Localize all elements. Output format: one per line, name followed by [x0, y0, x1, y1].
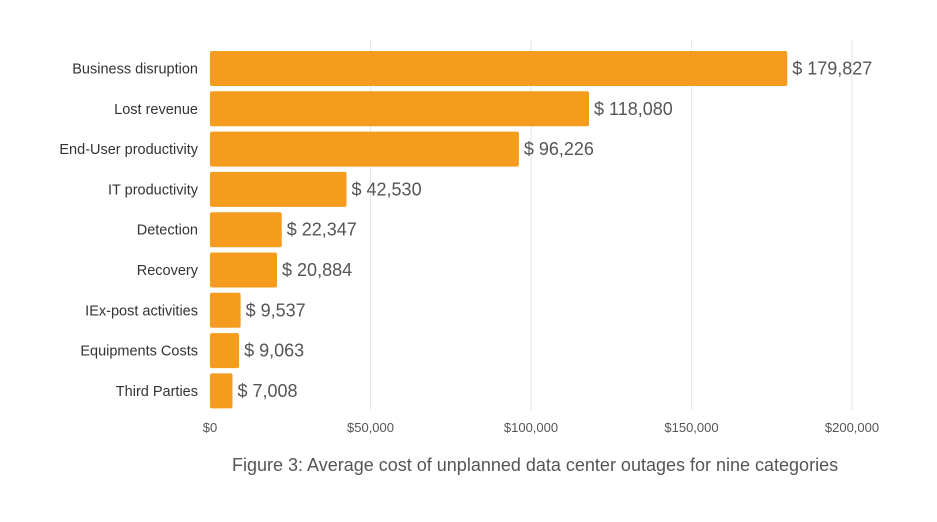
category-label: Detection	[137, 223, 198, 239]
bar	[210, 131, 519, 167]
category-labels: Business disruption Lost revenue End-User …	[59, 62, 198, 400]
category-label: Lost revenue	[114, 102, 198, 118]
value-label: $ 9,063	[244, 341, 304, 361]
category-label: IT productivity	[108, 182, 199, 198]
figure-caption: Figure 3: Average cost of unplanned data…	[232, 455, 839, 475]
bars	[210, 51, 788, 409]
x-tick-label: $0	[203, 420, 217, 435]
bar	[210, 212, 282, 248]
category-label: Recovery	[137, 263, 199, 279]
category-label: Third Parties	[116, 384, 198, 400]
bar	[210, 252, 278, 288]
value-label: $ 118,080	[594, 99, 673, 119]
value-label: $ 20,884	[282, 260, 352, 280]
x-tick-label: $200,000	[825, 420, 879, 435]
bar	[210, 373, 233, 409]
bar	[210, 333, 240, 369]
value-labels: $ 179,827 $ 118,080$ 96,226 $ 42,530 $ 22,3…	[237, 59, 872, 401]
value-label: $ 9,537	[246, 300, 306, 320]
category-label: IEx-post activities	[85, 303, 198, 319]
value-label: $ 179,827	[792, 59, 872, 79]
category-label: End-User productivity	[59, 142, 198, 158]
value-label: $ 96,226	[524, 139, 594, 159]
bar	[210, 171, 347, 207]
x-tick-label: $100,000	[504, 420, 558, 435]
x-tick-label: $50,000	[347, 420, 394, 435]
category-label: Business disruption	[72, 62, 198, 78]
bar	[210, 91, 590, 127]
x-axis-ticks: $0 $50,000 $100,000 $150,000 $200,000	[203, 420, 879, 435]
value-label: $ 42,530	[352, 179, 422, 199]
bar	[210, 51, 788, 86]
x-tick-label: $150,000	[664, 420, 718, 435]
value-label: $ 7,008	[237, 381, 297, 401]
bar	[210, 292, 241, 328]
value-label: $ 22,347	[287, 220, 357, 240]
category-label: Equipments Costs	[80, 344, 198, 360]
